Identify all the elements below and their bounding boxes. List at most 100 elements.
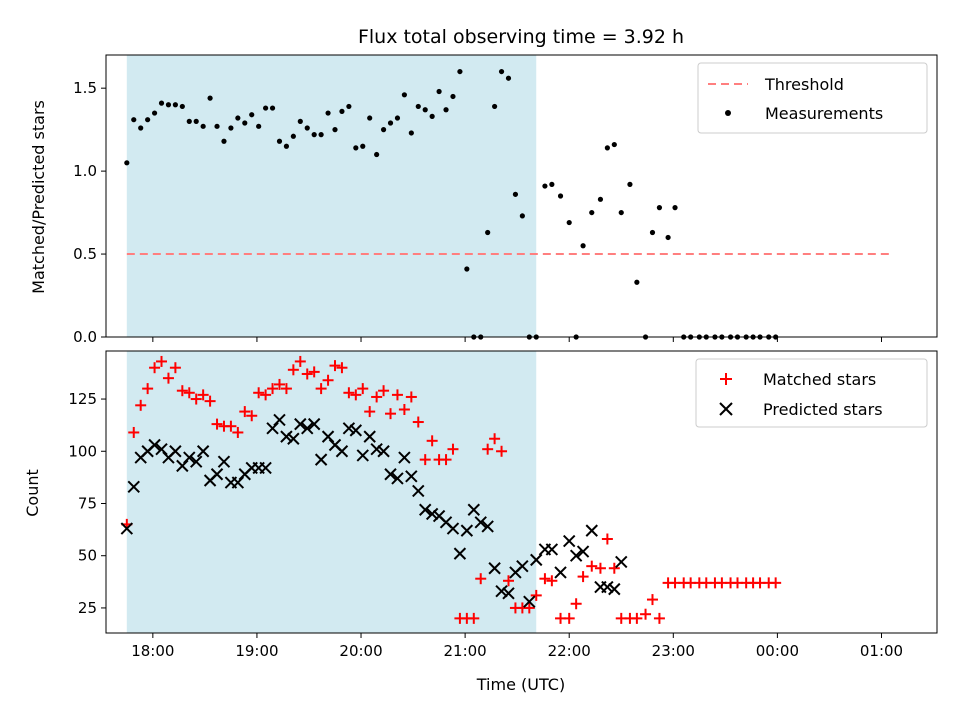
matched-point — [608, 562, 620, 574]
measurement-point — [325, 110, 331, 116]
measurement-point — [618, 209, 624, 216]
bottom-legend: Matched stars Predicted stars — [695, 358, 928, 428]
predicted-point — [554, 566, 567, 579]
matched-point — [336, 362, 348, 374]
predicted-point — [419, 503, 432, 516]
measurement-point — [387, 120, 394, 126]
matched-point — [563, 612, 575, 624]
measurement-point — [512, 191, 519, 197]
matched-point — [280, 383, 292, 395]
measurement-point — [656, 205, 663, 211]
y-tick-label: 0.5 — [73, 245, 97, 263]
predicted-point — [196, 445, 210, 458]
top-legend-box — [697, 62, 928, 134]
matched-point — [482, 443, 494, 455]
x-tick-label: 00:00 — [756, 642, 799, 660]
measurements-legend-label: Measurements — [765, 104, 883, 123]
measurement-point — [242, 120, 248, 126]
matched-point — [496, 445, 508, 457]
matched-point — [405, 391, 417, 403]
predicted-point — [412, 484, 425, 498]
measurement-point — [269, 105, 276, 111]
predicted-point — [516, 559, 529, 573]
matched-point — [232, 426, 244, 438]
matched-point — [468, 612, 480, 624]
measurement-point — [297, 118, 303, 124]
measurement-point — [165, 102, 172, 108]
measurement-point — [519, 213, 525, 219]
predicted-point — [576, 545, 590, 558]
predicted-point — [391, 472, 404, 485]
y-tick-label: 125 — [68, 390, 97, 408]
measurement-point — [505, 75, 512, 81]
measurement-point — [221, 138, 227, 144]
matched-point — [770, 577, 782, 589]
matched-point — [253, 387, 265, 399]
top-y-axis-label: Matched/Predicted stars — [29, 100, 48, 294]
matched-point — [135, 399, 147, 411]
predicted-point — [287, 432, 300, 445]
predicted-point — [363, 430, 376, 443]
measurement-point — [634, 279, 640, 285]
predicted-point — [530, 553, 543, 567]
matched-point — [357, 383, 369, 395]
measurement-point — [374, 151, 380, 158]
measurement-point — [332, 127, 338, 133]
predicted-point — [377, 445, 390, 458]
observing-window-top — [126, 55, 537, 337]
predicted-legend-swatch — [719, 402, 733, 416]
matched-point — [273, 378, 285, 390]
measurement-point — [353, 145, 359, 151]
measurement-point — [429, 113, 435, 119]
measurement-point — [158, 100, 165, 106]
predicted-point — [349, 424, 363, 437]
bottom-panel: 25 50 75 100 125 18:00 19:00 20:00 21:00 22:00 23… — [23, 350, 938, 694]
measurement-point — [394, 115, 401, 121]
measurement-point — [580, 243, 586, 249]
matched-point — [570, 598, 582, 610]
predicted-point — [321, 430, 335, 443]
predicted-point — [615, 555, 628, 569]
predicted-point — [148, 438, 161, 452]
measurement-point — [283, 143, 290, 149]
predicted-point — [294, 417, 307, 431]
matched-point — [419, 454, 431, 466]
matched-point — [539, 573, 551, 585]
matched-point — [197, 389, 209, 401]
predicted-point — [155, 442, 168, 456]
measurement-point — [151, 110, 158, 116]
measurement-point — [443, 107, 449, 113]
measurements-legend-swatch — [725, 110, 731, 116]
measurement-point — [346, 103, 352, 110]
top-y-axis-ticks: 0.0 0.5 1.0 1.5 — [73, 79, 106, 346]
matched-point — [315, 383, 327, 395]
measurement-point — [408, 130, 414, 136]
predicted-point — [169, 445, 182, 458]
predicted-point — [601, 580, 614, 594]
predicted-point — [545, 543, 559, 556]
matched-point — [260, 389, 272, 401]
matched-point — [546, 575, 558, 587]
measurement-point — [485, 229, 491, 236]
predicted-point — [569, 549, 583, 562]
predicted-point — [217, 455, 231, 468]
measurement-point — [172, 102, 178, 108]
predicted-point — [446, 522, 460, 535]
measurement-point — [549, 181, 555, 187]
matched-point — [502, 575, 514, 587]
matched-point — [378, 385, 390, 397]
measurement-point — [566, 219, 572, 226]
x-tick-label: 21:00 — [443, 642, 486, 660]
measurement-point — [597, 196, 604, 202]
bottom-plot-frame — [105, 350, 938, 634]
matched-point — [398, 403, 410, 415]
matched-point — [631, 612, 643, 624]
measurement-point — [276, 138, 283, 144]
measurement-point — [235, 115, 241, 121]
predicted-point — [425, 507, 439, 521]
matched-point — [343, 387, 355, 399]
matched-point — [489, 433, 501, 445]
predicted-point — [370, 442, 383, 456]
predicted-point — [231, 476, 245, 489]
measurement-point — [415, 103, 421, 110]
